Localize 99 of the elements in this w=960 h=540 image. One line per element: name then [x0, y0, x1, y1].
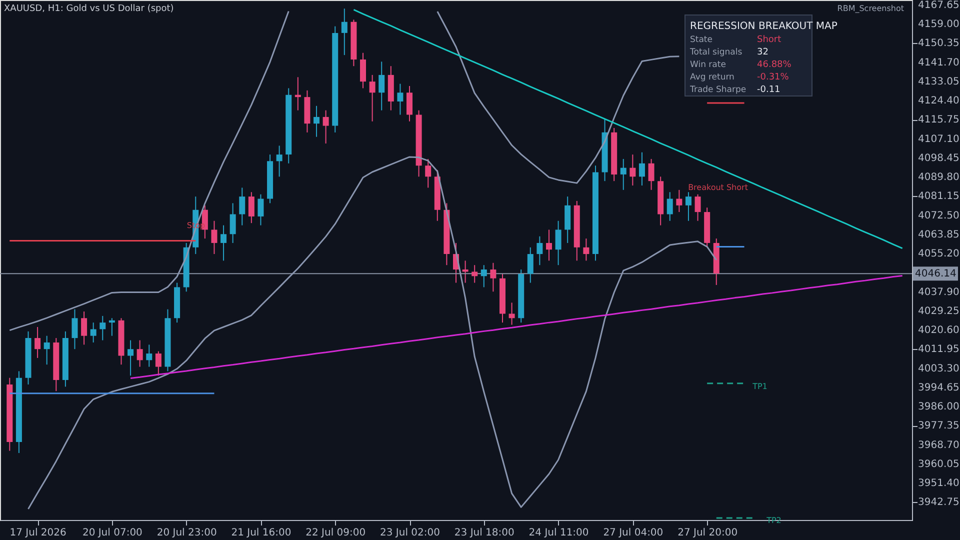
candlestick: [239, 187, 246, 226]
candlestick: [258, 194, 264, 226]
y-tick-label: 4055.20: [918, 248, 960, 260]
candlestick: [630, 154, 636, 186]
annotation: Total signals: [689, 48, 743, 58]
candlestick: [155, 350, 162, 376]
candlestick: [480, 264, 487, 288]
candlestick: [508, 302, 515, 326]
candlestick: [276, 145, 282, 178]
y-tick-label: 3994.65: [918, 382, 960, 394]
y-tick-label: 4133.05: [918, 76, 960, 88]
candlestick: [648, 158, 654, 190]
x-tick-label: 23 Jul 18:00: [454, 528, 514, 538]
annotation: Avg return: [690, 72, 734, 82]
y-tick-label: 4029.25: [918, 306, 960, 317]
candlestick: [360, 52, 366, 89]
y-tick-label: 4089.80: [918, 172, 960, 184]
y-tick-label: 3951.40: [918, 478, 960, 490]
annotation: -0.31%: [757, 72, 790, 82]
x-tick-label: 21 Jul 16:00: [231, 528, 292, 538]
candlestick: [425, 158, 432, 188]
candlestick: [620, 158, 626, 190]
y-tick-label: 4063.85: [918, 229, 960, 240]
candlestick: [81, 311, 88, 346]
y-tick-label: 4020.60: [918, 325, 960, 336]
candlestick: [378, 61, 385, 111]
annotation: -0.11: [757, 85, 780, 95]
candlestick: [314, 105, 320, 138]
candlestick: [44, 335, 50, 366]
annotation: State: [690, 35, 712, 45]
candlestick: [100, 315, 106, 341]
y-tick-label: 3977.35: [918, 420, 960, 432]
x-tick-label: 24 Jul 11:00: [528, 528, 589, 538]
y-tick-label: 3986.00: [918, 402, 960, 413]
y-tick-label: 4003.30: [918, 363, 960, 374]
candlestick: [146, 344, 152, 368]
x-tick-label: 20 Jul 07:00: [82, 528, 142, 538]
candlestick: [536, 236, 543, 266]
chart-title: XAUUSD, H1: Gold vs US Dollar (spot): [4, 4, 174, 14]
candlestick: [90, 322, 96, 343]
x-tick-label: 23 Jul 02:00: [380, 528, 440, 538]
y-tick-label: 4115.75: [918, 114, 960, 126]
candlestick: [72, 308, 78, 350]
candlestick: [546, 229, 552, 262]
candlestick: [220, 224, 227, 262]
candlestick: [136, 340, 143, 368]
x-tick-label: 27 Jul 20:00: [678, 528, 738, 538]
annotation: 32: [757, 48, 768, 58]
candlestick: [322, 110, 329, 144]
y-tick-label: 3968.70: [918, 440, 960, 451]
candlestick: [406, 86, 413, 122]
y-tick-label: 4098.45: [918, 152, 960, 164]
x-tick-label: 20 Jul 23:00: [156, 528, 217, 538]
y-tick-label: 3942.75: [918, 497, 960, 508]
candlestick: [638, 152, 645, 186]
y-tick-label: 4037.90: [918, 286, 960, 298]
candlestick: [294, 76, 301, 111]
x-tick-label: 27 Jul 04:00: [603, 528, 664, 538]
y-tick-label: 4124.40: [918, 96, 960, 107]
candlestick: [685, 192, 692, 222]
y-tick-label: 4150.35: [918, 38, 960, 50]
candlestick: [472, 264, 478, 284]
candlestick: [397, 83, 404, 116]
annotation: Win rate: [690, 60, 726, 70]
ref-line-label: 4046.14: [915, 268, 956, 280]
x-tick-label: 22 Jul 09:00: [306, 528, 366, 538]
annotation: Trade Sharpe: [689, 85, 746, 95]
annotation: Breakout Short: [688, 183, 748, 192]
candlestick: [676, 189, 682, 213]
y-tick-label: 4167.65: [918, 0, 960, 11]
y-tick-label: 4159.00: [918, 19, 960, 30]
annotation: 46.88%: [757, 60, 792, 70]
y-tick-label: 3960.05: [918, 458, 960, 470]
y-tick-label: 4011.95: [918, 344, 960, 356]
candlestick: [694, 194, 701, 222]
line-series: [130, 274, 904, 380]
annotation: RBM_Screenshot: [837, 4, 904, 13]
y-tick-label: 4141.70: [918, 57, 960, 68]
candlestick: [555, 220, 562, 266]
candlestick: [128, 340, 134, 376]
annotation: Short: [757, 35, 782, 45]
candlestick: [369, 74, 376, 122]
candlestick: [341, 8, 348, 56]
candlestick: [527, 246, 534, 284]
candlestick: [108, 318, 115, 336]
candlestick: [211, 220, 218, 255]
candlestick: [462, 260, 468, 284]
annotation: REGRESSION BREAKOUT MAP: [690, 21, 838, 32]
candlestick: [248, 192, 254, 224]
y-tick-label: 4107.10: [918, 134, 960, 145]
candlestick: [583, 238, 590, 262]
candlestick: [34, 326, 41, 358]
y-tick-label: 4081.15: [918, 191, 960, 202]
candlestick: [230, 202, 236, 244]
annotation: TP1: [752, 382, 768, 391]
x-tick-label: 17 Jul 2026: [10, 528, 66, 538]
candlestick: [490, 262, 496, 292]
candlestick: [666, 192, 673, 222]
y-tick-label: 4072.50: [918, 210, 960, 222]
